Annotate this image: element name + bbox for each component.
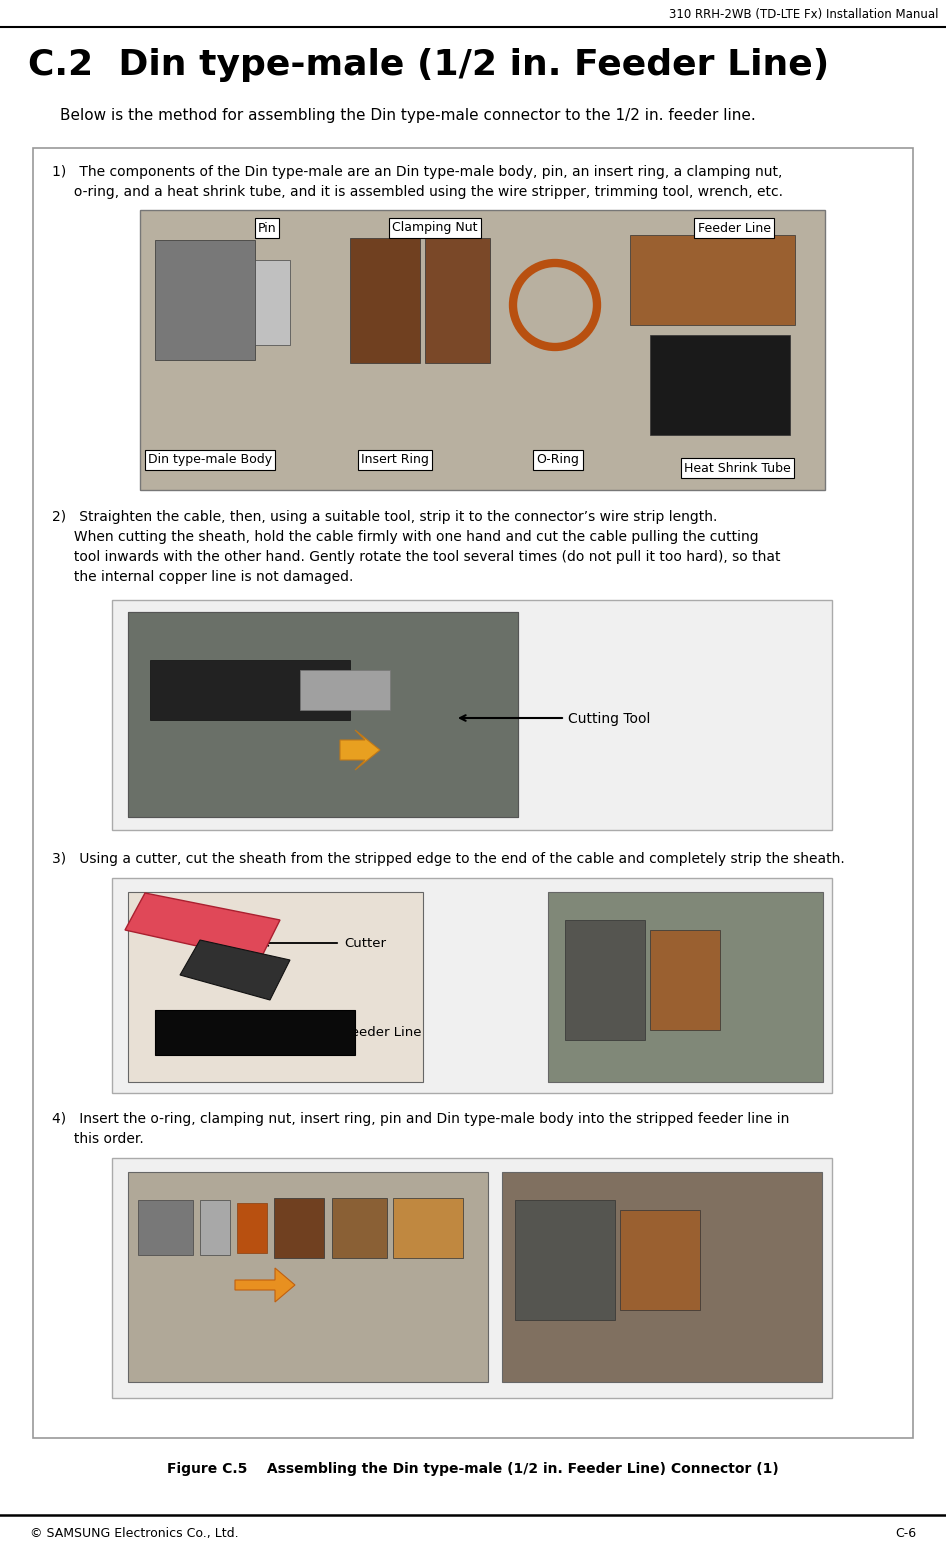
Text: Cutter: Cutter (344, 937, 386, 950)
Bar (112, 1157, 832, 1398)
Text: Pin: Pin (257, 222, 276, 234)
Text: Din type-male Body: Din type-male Body (148, 453, 272, 467)
Bar (200, 1200, 230, 1254)
Text: 4)   Insert the o-ring, clamping nut, insert ring, pin and Din type-male body in: 4) Insert the o-ring, clamping nut, inse… (52, 1112, 789, 1126)
Text: Heat Shrink Tube: Heat Shrink Tube (684, 461, 790, 475)
Bar (237, 1203, 267, 1253)
Text: this order.: this order. (52, 1132, 144, 1147)
Polygon shape (180, 940, 290, 1000)
Text: 2)   Straighten the cable, then, using a suitable tool, strip it to the connecto: 2) Straighten the cable, then, using a s… (52, 511, 717, 523)
Bar (128, 612, 518, 817)
Bar (300, 670, 390, 711)
Bar (332, 1198, 387, 1257)
Bar (393, 1198, 463, 1257)
Text: C-6: C-6 (895, 1528, 916, 1540)
Bar (33, 148, 913, 1439)
Text: 1)   The components of the Din type-male are an Din type-male body, pin, an inse: 1) The components of the Din type-male a… (52, 166, 782, 180)
Text: When cutting the sheath, hold the cable firmly with one hand and cut the cable p: When cutting the sheath, hold the cable … (52, 530, 759, 544)
Text: tool inwards with the other hand. Gently rotate the tool several times (do not p: tool inwards with the other hand. Gently… (52, 550, 780, 564)
Text: 3)   Using a cutter, cut the sheath from the stripped edge to the end of the cab: 3) Using a cutter, cut the sheath from t… (52, 851, 845, 865)
Bar (548, 892, 823, 1082)
Polygon shape (235, 1268, 295, 1303)
Polygon shape (340, 729, 380, 770)
Text: Feeder Line: Feeder Line (344, 1026, 422, 1039)
Text: the internal copper line is not damaged.: the internal copper line is not damaged. (52, 570, 354, 584)
Text: © SAMSUNG Electronics Co., Ltd.: © SAMSUNG Electronics Co., Ltd. (30, 1528, 238, 1540)
Text: o-ring, and a heat shrink tube, and it is assembled using the wire stripper, tri: o-ring, and a heat shrink tube, and it i… (52, 184, 783, 198)
Bar (515, 1200, 615, 1320)
Bar (128, 612, 518, 817)
Text: O-Ring: O-Ring (536, 453, 580, 467)
Bar (112, 600, 832, 829)
Text: Figure C.5    Assembling the Din type-male (1/2 in. Feeder Line) Connector (1): Figure C.5 Assembling the Din type-male … (167, 1462, 779, 1476)
Text: Clamping Nut: Clamping Nut (393, 222, 478, 234)
Bar (350, 237, 420, 362)
Bar (255, 259, 290, 345)
Text: Cutting Tool: Cutting Tool (568, 712, 651, 726)
Bar (425, 237, 490, 362)
Bar (620, 1211, 700, 1311)
Bar (112, 878, 832, 1093)
Text: Below is the method for assembling the Din type-male connector to the 1/2 in. fe: Below is the method for assembling the D… (60, 108, 756, 123)
Bar (155, 1011, 355, 1054)
Bar (502, 1172, 822, 1382)
Bar (274, 1198, 324, 1257)
Bar (140, 209, 825, 490)
Text: Insert Ring: Insert Ring (361, 453, 429, 467)
Text: C.2  Din type-male (1/2 in. Feeder Line): C.2 Din type-male (1/2 in. Feeder Line) (28, 48, 830, 81)
Polygon shape (125, 893, 280, 961)
Text: Feeder Line: Feeder Line (697, 222, 770, 234)
Bar (565, 920, 645, 1040)
Bar (128, 1172, 488, 1382)
Bar (630, 234, 795, 325)
Bar (650, 929, 720, 1029)
Bar (155, 241, 255, 359)
Bar (138, 1200, 193, 1254)
Bar (150, 661, 350, 720)
Bar (128, 892, 423, 1082)
Text: 310 RRH-2WB (TD-LTE Fx) Installation Manual: 310 RRH-2WB (TD-LTE Fx) Installation Man… (669, 8, 938, 20)
Bar (650, 334, 790, 434)
